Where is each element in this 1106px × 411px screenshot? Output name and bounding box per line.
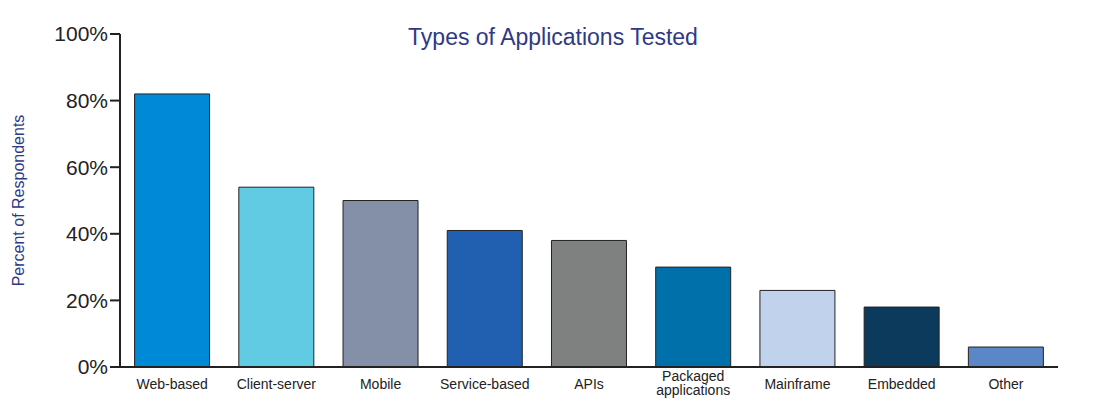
svg-text:40%: 40% bbox=[66, 222, 108, 245]
svg-text:80%: 80% bbox=[66, 89, 108, 112]
svg-text:0%: 0% bbox=[78, 355, 108, 378]
svg-text:Percent of Respondents: Percent of Respondents bbox=[10, 115, 27, 287]
svg-text:Other: Other bbox=[988, 376, 1023, 392]
svg-text:Client-server: Client-server bbox=[237, 376, 317, 392]
svg-text:Service-based: Service-based bbox=[440, 376, 530, 392]
svg-text:60%: 60% bbox=[66, 156, 108, 179]
svg-text:Web-based: Web-based bbox=[136, 376, 207, 392]
svg-text:Embedded: Embedded bbox=[868, 376, 936, 392]
svg-text:Packagedapplications: Packagedapplications bbox=[656, 368, 730, 398]
html-text:Types of Applications Tested: Types of Applications Tested bbox=[408, 24, 698, 50]
svg-text:100%: 100% bbox=[54, 22, 108, 45]
svg-text:APIs: APIs bbox=[574, 376, 604, 392]
svg-text:Mainframe: Mainframe bbox=[764, 376, 830, 392]
svg-text:20%: 20% bbox=[66, 289, 108, 312]
svg-text:Mobile: Mobile bbox=[360, 376, 401, 392]
